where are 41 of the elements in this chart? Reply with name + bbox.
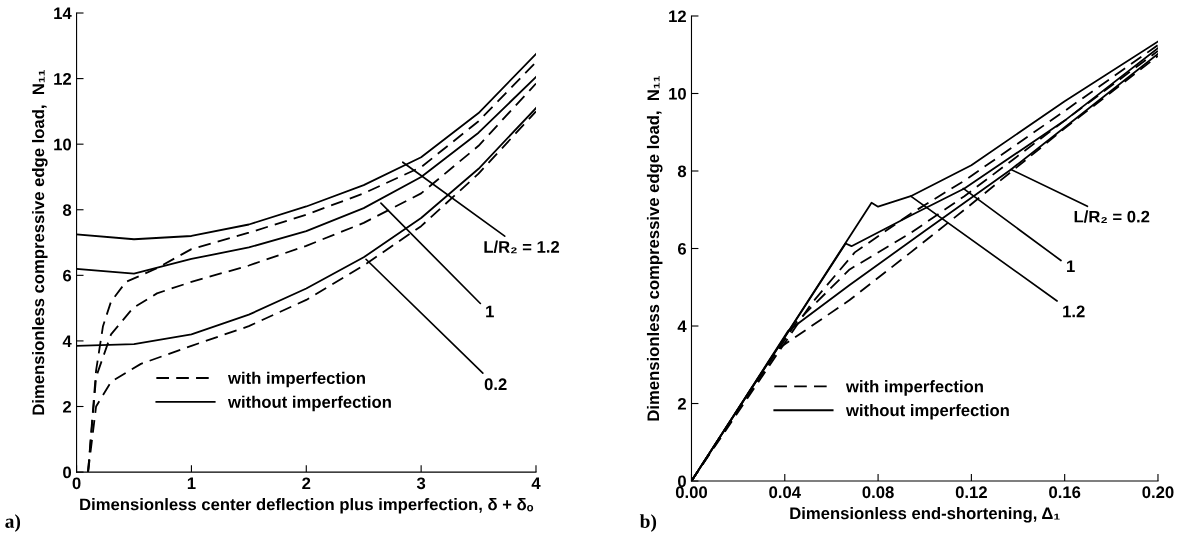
x-tick-label: 0 (72, 477, 81, 490)
annotation: 0.2 (484, 378, 507, 391)
y-tick-label: 6 (677, 242, 687, 255)
x-tick-label: 1 (187, 477, 196, 490)
x-tick-label: 4 (531, 477, 541, 490)
y-tick-label: 2 (677, 397, 686, 410)
y-tick-label: 8 (62, 204, 72, 216)
x-tick-label: 2 (302, 477, 311, 490)
y-tick-label: 0 (63, 466, 72, 479)
annotation: 1 (1067, 260, 1075, 272)
x-tick-label: 0.00 (675, 486, 708, 499)
legend-label: with imperfection (845, 380, 983, 396)
x-tick-label: 0.04 (769, 486, 801, 499)
y-axis-title: Dimensionless compressive edge load, N₁₁ (32, 69, 48, 415)
y-tick-label: 4 (62, 335, 72, 347)
legend-label: without imperfection (227, 395, 391, 412)
text: b) (639, 514, 657, 532)
legend-label: without imperfection (845, 403, 1009, 420)
annotation: 1.2 (1063, 305, 1085, 318)
annotation: L/R₂ = 1.2 (484, 240, 560, 254)
text: a) (5, 514, 21, 532)
legend-label: with imperfection (227, 371, 365, 388)
y-tick-label: 4 (677, 320, 687, 333)
x-tick-label: 0.12 (955, 486, 987, 499)
annotation: 1 (486, 305, 494, 318)
x-tick-label: 0.16 (1049, 486, 1081, 499)
y-tick-label: 6 (63, 269, 72, 282)
y-tick-label: 10 (54, 138, 72, 151)
y-tick-label: 14 (54, 7, 72, 20)
x-tick-label: 3 (416, 477, 426, 490)
x-tick-label: 0.08 (862, 486, 894, 499)
x-axis-title: Dimensionless end-shortening, Δ₁ (790, 506, 1060, 523)
y-axis-title: Dimensionless compressive edge load, N₁₁ (646, 75, 663, 421)
x-axis-title: Dimensionless center deflection plus imperfection, δ + δₒ (80, 498, 534, 514)
y-tick-label: 8 (677, 165, 687, 178)
y-tick-label: 2 (63, 400, 72, 413)
x-tick-label: 0.20 (1142, 486, 1174, 499)
annotation: L/R₂ = 0.2 (1074, 210, 1150, 223)
y-tick-label: 10 (669, 87, 686, 100)
y-tick-label: 12 (54, 72, 72, 85)
y-tick-label: 12 (669, 10, 686, 23)
